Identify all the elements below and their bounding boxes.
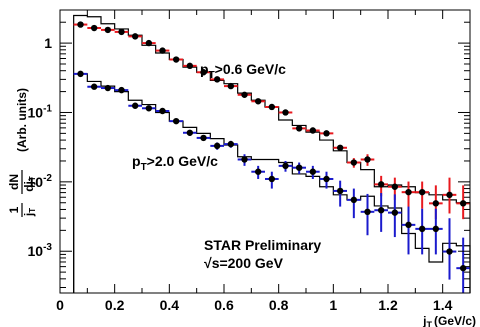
series-data_high	[73, 21, 470, 220]
data-point	[172, 117, 180, 125]
annotation-pt-low: pT>2.0 GeV/c	[132, 153, 218, 173]
y-axis-title: 1 jT dN djT (Arb. units)	[7, 88, 37, 217]
data-point	[364, 156, 371, 163]
plot-frame	[59, 9, 471, 294]
annotation-star-preliminary: STAR Preliminary	[204, 237, 321, 253]
data-point	[350, 196, 358, 204]
data-point	[90, 83, 98, 90]
data-point	[282, 109, 289, 116]
data-point	[145, 39, 153, 47]
data-points	[73, 21, 470, 293]
data-point	[104, 84, 112, 92]
data-point	[295, 125, 303, 132]
x-tick-label-1.4: 1.4	[433, 297, 453, 313]
annotation-energy: √s=200 GeV	[204, 255, 284, 271]
data-point	[309, 127, 317, 134]
data-point	[90, 24, 98, 32]
x-axis-title: jT (GeV/c)	[422, 314, 476, 327]
data-point	[418, 225, 426, 233]
data-point	[432, 200, 440, 207]
data-point	[377, 207, 385, 214]
data-point	[309, 168, 317, 175]
x-tick-label-0.4: 0.4	[160, 297, 180, 313]
data-point	[131, 102, 139, 109]
data-point	[200, 134, 207, 142]
y-tick-label-1e-3: 10-3	[28, 242, 53, 259]
data-point	[377, 181, 385, 188]
data-point	[432, 225, 440, 233]
data-point	[159, 47, 166, 54]
data-point	[131, 33, 139, 40]
data-point	[241, 91, 248, 98]
data-point	[145, 105, 153, 112]
data-point	[254, 98, 262, 105]
data-point	[200, 69, 207, 76]
y-tick-label-1: 1	[44, 35, 52, 51]
data-point	[405, 221, 412, 229]
data-point	[418, 188, 426, 196]
svg-text:djT: djT	[22, 176, 37, 192]
data-point	[186, 129, 194, 136]
x-tick-label-0.2: 0.2	[105, 297, 125, 313]
data-point	[77, 21, 84, 28]
histogram-pythia_low	[73, 73, 471, 293]
data-point	[118, 86, 125, 94]
data-point	[459, 264, 467, 272]
data-point	[241, 156, 248, 163]
y-tick-label-1e-2: 10-2	[28, 173, 53, 190]
data-point	[77, 70, 84, 78]
data-point	[159, 107, 166, 115]
data-point	[268, 103, 276, 111]
series-data_low	[73, 70, 470, 293]
svg-text:jT: jT	[22, 208, 37, 217]
x-tick-label-0.8: 0.8	[269, 297, 289, 313]
data-point	[459, 200, 467, 207]
data-point	[391, 183, 399, 190]
y-tick-label-1e-1: 10-1	[28, 103, 53, 120]
axis-ticks	[59, 9, 471, 293]
data-point	[227, 140, 235, 148]
x-tick-label-0: 0	[56, 297, 64, 313]
data-point	[350, 159, 358, 166]
annotation-pt-high: pT>0.6 GeV/c	[200, 61, 286, 81]
data-point	[282, 162, 289, 170]
data-point	[295, 164, 303, 171]
svg-text:1: 1	[7, 206, 21, 213]
data-point	[336, 187, 344, 195]
x-tick-label-1: 1	[329, 297, 337, 313]
data-point	[336, 144, 344, 151]
svg-text:dN: dN	[7, 174, 21, 190]
data-point	[268, 175, 276, 183]
data-point	[213, 76, 221, 83]
data-point	[186, 62, 194, 70]
data-point	[323, 175, 330, 183]
data-point	[391, 209, 399, 216]
data-point	[446, 248, 453, 255]
data-point	[104, 26, 112, 34]
data-point	[405, 188, 412, 196]
data-point	[254, 168, 262, 175]
x-tick-label-1.2: 1.2	[378, 297, 398, 313]
data-point	[227, 82, 235, 90]
data-point	[323, 130, 330, 137]
data-point	[446, 191, 453, 199]
data-point	[172, 56, 180, 63]
svg-text:(Arb. units): (Arb. units)	[15, 88, 29, 152]
data-point	[118, 28, 125, 36]
x-tick-label-0.6: 0.6	[214, 297, 234, 313]
data-point	[364, 208, 371, 216]
data-point	[213, 142, 221, 150]
